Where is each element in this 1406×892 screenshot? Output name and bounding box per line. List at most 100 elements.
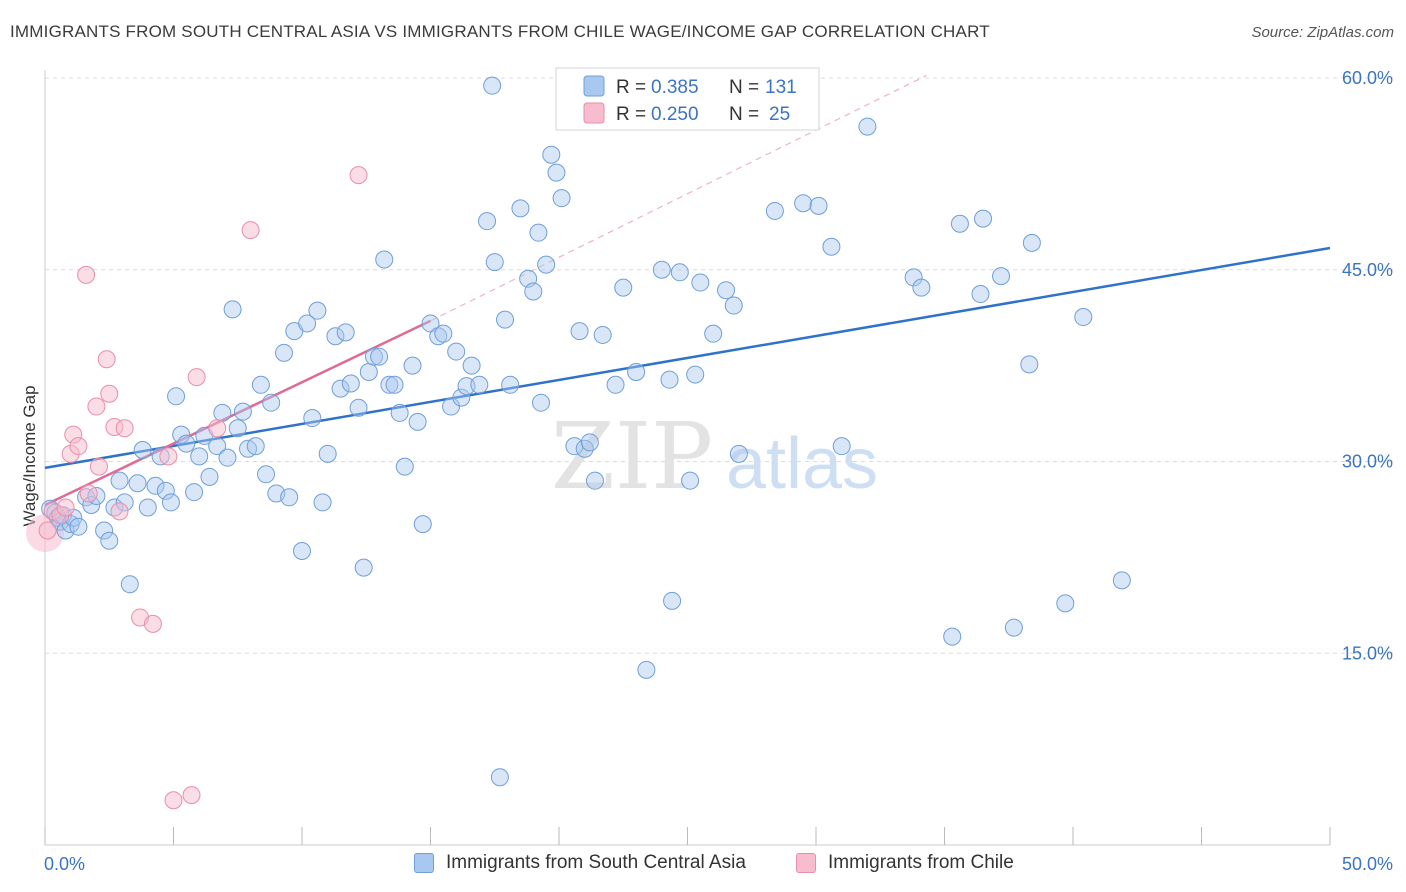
data-point-south-central-asia <box>177 434 196 453</box>
data-point-chile <box>97 350 116 369</box>
data-point-south-central-asia <box>318 444 337 463</box>
data-point-south-central-asia <box>156 481 175 500</box>
data-point-south-central-asia <box>359 363 378 382</box>
legend-r-label-2: R = <box>616 104 646 125</box>
data-point-south-central-asia <box>580 433 599 452</box>
data-point-south-central-asia <box>822 237 841 256</box>
data-point-south-central-asia <box>593 325 612 344</box>
data-point-south-central-asia <box>832 437 851 456</box>
data-point-south-central-asia <box>485 253 504 272</box>
data-point-south-central-asia <box>434 324 453 343</box>
legend-label-chile: Immigrants from Chile <box>828 852 1014 873</box>
data-point-south-central-asia <box>251 375 270 394</box>
trend-line-south-central-asia <box>44 246 1331 470</box>
data-point-south-central-asia <box>228 419 247 438</box>
data-point-chile <box>87 397 106 416</box>
legend-swatch-pink <box>583 102 605 124</box>
data-point-south-central-asia <box>120 575 139 594</box>
legend-swatch-south-central-asia <box>414 853 434 873</box>
data-point-south-central-asia <box>1112 571 1131 590</box>
data-point-south-central-asia <box>637 660 656 679</box>
legend-swatch-chile <box>796 853 816 873</box>
data-point-south-central-asia <box>547 163 566 182</box>
data-point-south-central-asia <box>233 402 252 421</box>
data-point-south-central-asia <box>375 250 394 269</box>
data-point-south-central-asia <box>390 403 409 422</box>
data-point-south-central-asia <box>532 393 551 412</box>
data-point-south-central-asia <box>146 476 165 495</box>
data-point-south-central-asia <box>185 483 204 502</box>
data-point-south-central-asia <box>457 377 476 396</box>
data-point-south-central-asia <box>303 409 322 428</box>
legend-n-value-1: 131 <box>765 77 797 98</box>
data-point-south-central-asia <box>69 517 88 536</box>
legend-label-south-central-asia: Immigrants from South Central Asia <box>446 852 746 873</box>
y-tick-label: 45.0% <box>1342 260 1393 280</box>
legend-n-label-2: N = <box>729 104 759 125</box>
data-point-south-central-asia <box>370 347 389 366</box>
data-point-south-central-asia <box>138 498 157 517</box>
data-points <box>26 76 1131 810</box>
data-point-south-central-asia <box>223 300 242 319</box>
data-point-south-central-asia <box>717 281 736 300</box>
legend-item-south-central-asia: Immigrants from South Central Asia <box>414 852 746 874</box>
data-point-chile <box>164 791 183 810</box>
data-point-south-central-asia <box>1056 594 1075 613</box>
tick-labels: 15.0% 30.0% 45.0% 60.0% 0.0% 50.0% <box>44 68 1393 874</box>
data-point-south-central-asia <box>627 363 646 382</box>
data-point-chile <box>159 447 178 466</box>
data-point-south-central-asia <box>483 76 502 95</box>
data-point-chile <box>143 614 162 633</box>
data-point-south-central-asia <box>429 327 448 346</box>
data-point-south-central-asia <box>385 375 404 394</box>
data-point-chile <box>110 502 129 521</box>
data-point-south-central-asia <box>275 343 294 362</box>
legend-n-value-2: 25 <box>769 104 790 125</box>
data-point-south-central-asia <box>724 296 743 315</box>
data-point-south-central-asia <box>585 471 604 490</box>
data-point-south-central-asia <box>1004 618 1023 637</box>
data-point-south-central-asia <box>686 365 705 384</box>
data-point-south-central-asia <box>1022 233 1041 252</box>
data-point-south-central-asia <box>257 465 276 484</box>
data-point-south-central-asia <box>490 768 509 787</box>
data-point-south-central-asia <box>95 521 114 540</box>
data-point-south-central-asia <box>403 356 422 375</box>
data-point-south-central-asia <box>293 541 311 560</box>
data-point-south-central-asia <box>974 209 993 228</box>
data-point-south-central-asia <box>552 189 571 208</box>
data-point-south-central-asia <box>462 356 481 375</box>
legend-item-chile: Immigrants from Chile <box>796 852 1014 874</box>
grid-lines <box>45 77 1394 654</box>
data-point-south-central-asia <box>218 448 237 467</box>
chart-title: IMMIGRANTS FROM SOUTH CENTRAL ASIA VS IM… <box>10 22 990 41</box>
data-point-south-central-asia <box>681 471 700 490</box>
data-point-south-central-asia <box>331 379 350 398</box>
data-point-south-central-asia <box>326 327 345 346</box>
legend-r-value-2: 0.250 <box>651 104 699 125</box>
data-point-south-central-asia <box>537 255 556 274</box>
data-point-south-central-asia <box>408 412 427 431</box>
watermark-atlas: atlas <box>726 424 878 504</box>
source-label: Source: ZipAtlas.com <box>1251 24 1394 41</box>
data-point-south-central-asia <box>100 531 119 550</box>
bottom-legend: Immigrants from South Central Asia Immig… <box>0 852 1406 878</box>
data-point-south-central-asia <box>172 425 191 444</box>
legend-swatch-blue <box>583 75 605 97</box>
data-point-south-central-asia <box>858 117 877 136</box>
data-point-chile <box>349 166 368 185</box>
x-tick-label: 0.0% <box>44 854 85 874</box>
data-point-south-central-asia <box>524 282 543 301</box>
data-point-chile <box>100 384 119 403</box>
data-point-chile <box>241 221 260 240</box>
data-point-south-central-asia <box>349 398 368 417</box>
data-point-chile <box>77 265 96 284</box>
data-point-south-central-asia <box>912 278 931 297</box>
data-point-south-central-asia <box>452 388 471 407</box>
data-point-south-central-asia <box>794 194 813 213</box>
data-point-south-central-asia <box>542 145 561 164</box>
trend-lines <box>44 74 1331 507</box>
data-point-south-central-asia <box>529 223 548 242</box>
data-point-south-central-asia <box>133 440 152 459</box>
